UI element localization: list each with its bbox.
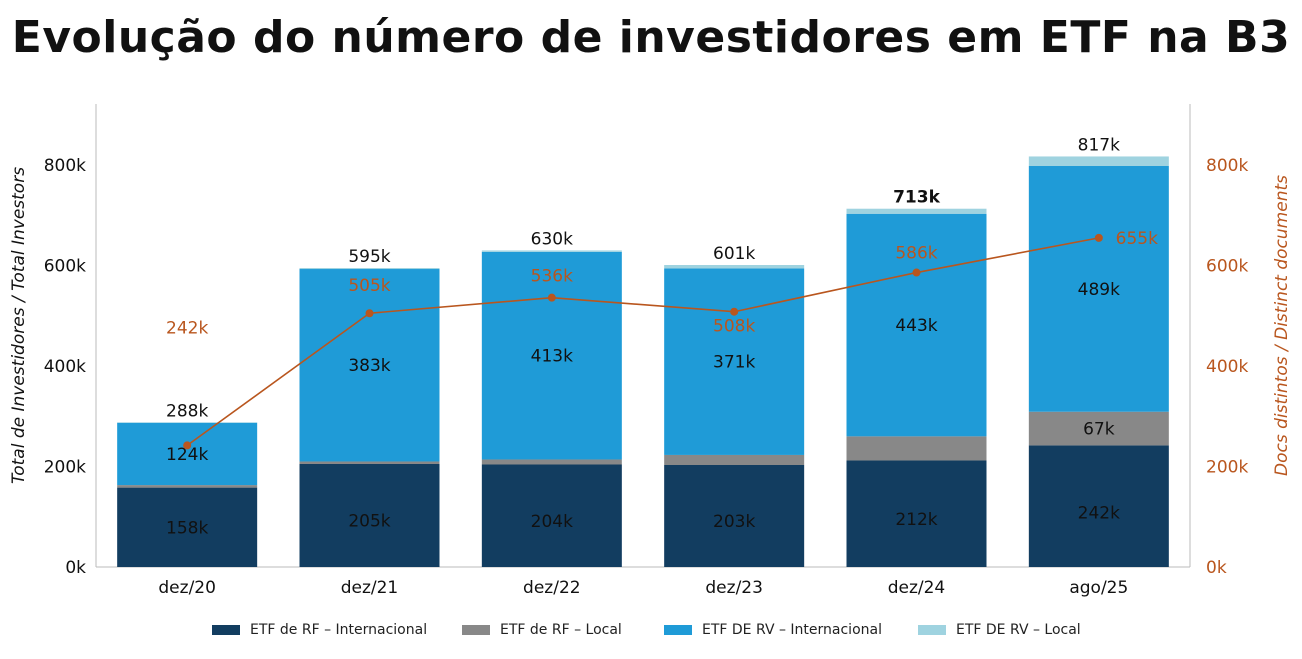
bar-data-label: 443k: [895, 316, 937, 336]
legend-swatch-rf-local: [462, 625, 490, 635]
bar-total-label: 288k: [166, 401, 208, 421]
bar-data-label: 489k: [1078, 280, 1120, 300]
bar-total-label: 595k: [348, 247, 390, 267]
bar-segment-1: [481, 464, 622, 567]
line-point: [912, 268, 921, 277]
bar-segment-3: [1028, 166, 1169, 412]
line-data-label: 586k: [895, 244, 937, 264]
y-tick-left: 600k: [44, 257, 86, 277]
bar-segment-2: [846, 436, 987, 461]
bar-data-label: 383k: [348, 356, 390, 376]
y-tick-right: 200k: [1206, 458, 1248, 478]
bar-segment-4: [299, 268, 440, 270]
bar-data-label: 158k: [166, 518, 208, 538]
bar-segment-3: [299, 269, 440, 462]
line-series: [186, 237, 1099, 447]
bar-data-label: 371k: [713, 353, 755, 373]
y-axis-title-left: Total de Investidores / Total Investors: [9, 167, 29, 484]
bar-segment-4: [664, 264, 805, 269]
chart-legend: ETF de RF – Internacional ETF de RF – Lo…: [0, 622, 1302, 642]
bar-data-label: 204k: [531, 512, 573, 532]
x-tick-label: dez/24: [888, 578, 946, 598]
bar-segment-3: [481, 251, 622, 460]
bar-data-label: 205k: [348, 512, 390, 532]
bar-segment-2: [1028, 411, 1169, 446]
bar-data-label: 212k: [895, 510, 937, 530]
bar-total-label: 601k: [713, 244, 755, 264]
x-tick-label: dez/21: [341, 578, 399, 598]
line-point: [730, 307, 739, 316]
bar-total-label: 713k: [893, 188, 940, 208]
bar-segment-4: [481, 250, 622, 252]
line-data-label: 505k: [348, 276, 390, 296]
bar-data-label: 67k: [1083, 420, 1115, 440]
legend-label-rv-local: ETF DE RV – Local: [956, 622, 1081, 638]
x-tick-label: dez/23: [705, 578, 763, 598]
bar-total-label: 630k: [531, 229, 573, 249]
legend-label-rv-internacional: ETF DE RV – Internacional: [702, 622, 882, 638]
y-tick-right: 0k: [1206, 558, 1227, 578]
bar-segment-1: [299, 463, 440, 567]
line-data-label: 508k: [713, 317, 755, 337]
bar-segment-2: [299, 461, 440, 464]
y-tick-left: 800k: [44, 156, 86, 176]
line-data-label: 655k: [1116, 229, 1158, 249]
legend-swatch-rv-internacional: [664, 625, 692, 635]
legend-label-rf-internacional: ETF de RF – Internacional: [250, 622, 428, 638]
legend-item-rf-internacional: ETF de RF – Internacional: [212, 622, 427, 638]
bar-data-label: 242k: [1078, 503, 1120, 523]
x-tick-label: ago/25: [1069, 578, 1128, 598]
legend-item-rv-internacional: ETF DE RV – Internacional: [664, 622, 882, 638]
bar-segment-1: [1028, 445, 1169, 567]
bar-segment-3: [846, 213, 987, 437]
bar-segment-3: [664, 268, 805, 455]
chart-title: Evolução do número de investidores em ET…: [11, 12, 1291, 63]
bar-total-label: 817k: [1078, 135, 1120, 155]
bar-segment-2: [117, 485, 258, 488]
x-tick-label: dez/20: [158, 578, 216, 598]
line-point: [183, 441, 192, 450]
y-tick-right: 600k: [1206, 257, 1248, 277]
y-tick-right: 400k: [1206, 357, 1248, 377]
bar-data-label: 203k: [713, 512, 755, 532]
y-tick-left: 400k: [44, 357, 86, 377]
bar-data-label: 413k: [531, 347, 573, 367]
bar-segment-4: [1028, 156, 1169, 167]
line-data-label: 536k: [531, 267, 573, 287]
bar-segment-2: [481, 459, 622, 465]
legend-label-rf-local: ETF de RF – Local: [500, 622, 622, 638]
bar-segment-1: [117, 487, 258, 567]
line-point: [365, 309, 374, 318]
bar-segment-4: [117, 422, 258, 423]
y-tick-right: 800k: [1206, 156, 1248, 176]
bar-segment-4: [846, 208, 987, 214]
y-tick-left: 200k: [44, 458, 86, 478]
x-tick-label: dez/22: [523, 578, 581, 598]
bar-segment-1: [846, 460, 987, 567]
y-axis-title-right: Docs distintos / Distinct documents: [1272, 175, 1292, 476]
legend-swatch-rf-internacional: [212, 625, 240, 635]
bar-segment-1: [664, 464, 805, 567]
line-data-label: 242k: [166, 318, 208, 338]
line-point: [547, 293, 556, 302]
bar-segment-3: [117, 422, 258, 486]
legend-swatch-rv-local: [918, 625, 946, 635]
bar-data-label: 124k: [166, 445, 208, 465]
line-point: [1094, 233, 1103, 242]
legend-item-rf-local: ETF de RF – Local: [462, 622, 622, 638]
y-tick-left: 0k: [65, 558, 86, 578]
legend-item-rv-local: ETF DE RV – Local: [918, 622, 1081, 638]
bar-segment-2: [664, 454, 805, 465]
